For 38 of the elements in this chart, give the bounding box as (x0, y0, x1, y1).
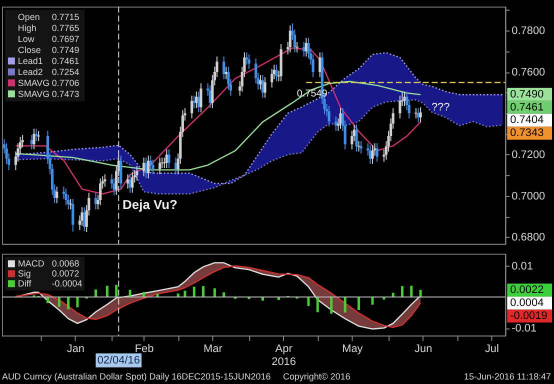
legend-label: Lead2 0.7254 (18, 66, 80, 77)
y-tick-label: 0.7200 (512, 149, 546, 162)
text: AUD Curncy (Australian Dollar Spot) Daily 16DEC2015-15JUN2016 (2, 371, 271, 382)
text: 0.7343 (510, 127, 544, 140)
legend-label: MACD 0.0068 (18, 258, 80, 269)
y-tick-label: 0.7000 (512, 190, 546, 202)
text: 0.7490 (510, 88, 544, 100)
text: -0.0019 (510, 310, 548, 322)
x-tick-label: Apr 2016 (272, 342, 296, 368)
text: 15-Jun-2016 11:18:47 (464, 371, 552, 382)
text: Diff -0.0004 (18, 278, 82, 289)
legend-label: SMAVG 0.7706 (18, 78, 80, 88)
y-tick-label: 0.6800 (512, 232, 546, 244)
text: 0.7461 (510, 101, 544, 114)
ref-line-label: 02/04/16 (97, 354, 140, 366)
text: 0.0004 (510, 297, 544, 310)
x-tick-label: Mar (203, 342, 223, 355)
x-tick-label: Feb (134, 342, 154, 355)
annotation: Deja Vu? (122, 196, 178, 212)
y-tick-label: 0.7800 (512, 25, 546, 38)
text: Copyright© 2016 (282, 371, 350, 382)
y-tick-label: 0.01 (512, 260, 533, 272)
x-tick-label: Jul (484, 342, 499, 355)
x-tick-label: May (342, 342, 364, 355)
x-tick-label: Jun (414, 342, 432, 355)
text: Close 0.7749 (18, 45, 80, 55)
text: 0.7404 (510, 114, 544, 126)
annotation: ??? (431, 101, 450, 114)
legend-label: Lead1 0.7461 (18, 56, 80, 66)
y-tick-label: 0.7600 (512, 66, 546, 78)
text: High 0.7765 (18, 23, 80, 34)
text: Low 0.7697 (18, 34, 80, 44)
y-tick-label: -0.01 (512, 322, 537, 335)
legend-label: SMAVG 0.7473 (18, 88, 80, 99)
text: 0.0022 (510, 284, 544, 296)
text: Sig 0.0072 (18, 268, 80, 279)
text: Open 0.7715 (18, 12, 80, 22)
x-tick-label: Jan (66, 342, 85, 355)
